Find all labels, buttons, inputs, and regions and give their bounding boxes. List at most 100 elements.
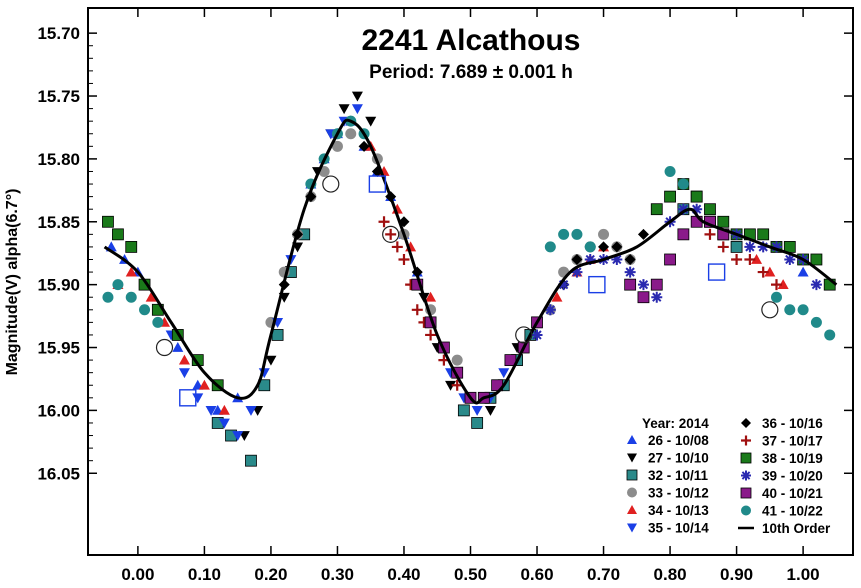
data-point	[757, 241, 769, 253]
data-point	[777, 279, 789, 290]
legend-label: 41 - 10/22	[762, 504, 823, 519]
legend-label: 38 - 10/19	[762, 451, 823, 466]
data-point	[731, 253, 743, 265]
legend-label: 35 - 10/14	[648, 521, 709, 536]
x-tick-label: 0.20	[254, 565, 287, 584]
data-point	[484, 405, 496, 416]
legend-marker	[627, 487, 637, 498]
chart-subtitle: Period: 7.689 ± 0.001 h	[369, 62, 573, 83]
data-point	[425, 291, 437, 302]
data-point	[398, 253, 410, 265]
data-point	[677, 228, 690, 241]
legend-label: 33 - 10/12	[648, 486, 709, 501]
legend-label: 26 - 10/08	[648, 433, 709, 448]
y-tick-labels: 15.70 15.75 15.80 15.85 15.90 15.95 16.00 16.05	[37, 24, 80, 483]
legend-marker	[741, 505, 751, 516]
data-point	[797, 266, 809, 277]
data-point	[232, 431, 244, 442]
data-point	[717, 215, 730, 228]
data-point	[664, 190, 676, 203]
data-point	[125, 241, 138, 253]
data-point	[691, 203, 703, 215]
legend-marker	[741, 470, 751, 481]
legend-marker	[627, 453, 637, 463]
data-point	[265, 355, 277, 366]
x-tick-label: 0.50	[454, 565, 487, 584]
data-point	[624, 253, 636, 265]
data-point	[385, 228, 397, 240]
data-point	[411, 304, 423, 316]
data-point	[650, 278, 663, 291]
data-point	[125, 266, 137, 277]
data-point	[704, 203, 716, 216]
data-point	[757, 228, 770, 241]
data-point	[145, 291, 157, 302]
y-tick-label: 16.00	[37, 401, 80, 420]
data-point	[102, 215, 114, 228]
legend-label: 37 - 10/17	[762, 434, 823, 449]
x-tick-label: 0.30	[321, 565, 354, 584]
data-point	[192, 393, 204, 404]
data-point	[558, 228, 570, 240]
data-point	[764, 266, 776, 277]
legend-marker	[627, 435, 637, 444]
data-point	[471, 405, 483, 416]
data-point	[637, 291, 650, 304]
x-tick-label: 0.00	[121, 565, 154, 584]
data-point	[611, 253, 623, 265]
highlight-square	[368, 175, 387, 193]
x-tick-label: 0.10	[188, 565, 221, 584]
x-tick-label: 0.90	[720, 565, 753, 584]
fit-line	[103, 118, 838, 405]
data-point	[391, 241, 403, 253]
x-tick-label: 0.60	[520, 565, 553, 584]
data-point	[338, 104, 350, 115]
data-point	[598, 228, 610, 240]
data-point	[571, 253, 583, 265]
legend-marker	[741, 418, 751, 428]
y-tick-label: 15.90	[37, 276, 80, 295]
data-point	[112, 228, 124, 241]
y-tick-label: 15.85	[37, 213, 80, 232]
data-point	[651, 291, 663, 303]
series-11	[102, 115, 836, 341]
y-tick-label: 15.80	[37, 150, 80, 169]
legend-label: 34 - 10/13	[648, 503, 709, 518]
data-point	[571, 228, 583, 240]
data-point	[810, 279, 822, 291]
legend-marker	[741, 435, 751, 446]
data-point	[112, 279, 124, 291]
data-point	[218, 418, 230, 429]
data-point	[331, 140, 343, 152]
data-point	[445, 380, 457, 391]
legend-marker	[740, 452, 752, 464]
data-point	[425, 329, 437, 341]
data-point	[784, 253, 796, 265]
data-point	[664, 165, 676, 177]
data-point	[345, 128, 357, 140]
plot-frame	[87, 7, 854, 556]
data-point	[771, 279, 782, 291]
data-point	[584, 241, 596, 253]
data-point	[771, 241, 782, 253]
legend-header: Year: 2014	[642, 416, 709, 431]
legend-label: 40 - 10/21	[762, 486, 823, 501]
chart-title: 2241 Alcathous	[362, 24, 581, 57]
data-point	[757, 266, 769, 278]
highlight-circle	[322, 175, 340, 193]
data-point	[824, 329, 836, 341]
data-point	[730, 241, 743, 253]
data-point	[351, 104, 363, 115]
data-point	[624, 266, 636, 278]
data-point	[198, 379, 210, 390]
fit-curve	[103, 118, 838, 405]
data-point	[245, 454, 257, 467]
data-point	[139, 304, 151, 316]
data-point	[650, 203, 663, 216]
highlight-circle	[515, 326, 533, 344]
data-point	[677, 203, 689, 215]
data-point	[611, 241, 623, 253]
data-point	[245, 405, 257, 416]
data-point	[571, 266, 583, 278]
data-point	[218, 404, 230, 415]
